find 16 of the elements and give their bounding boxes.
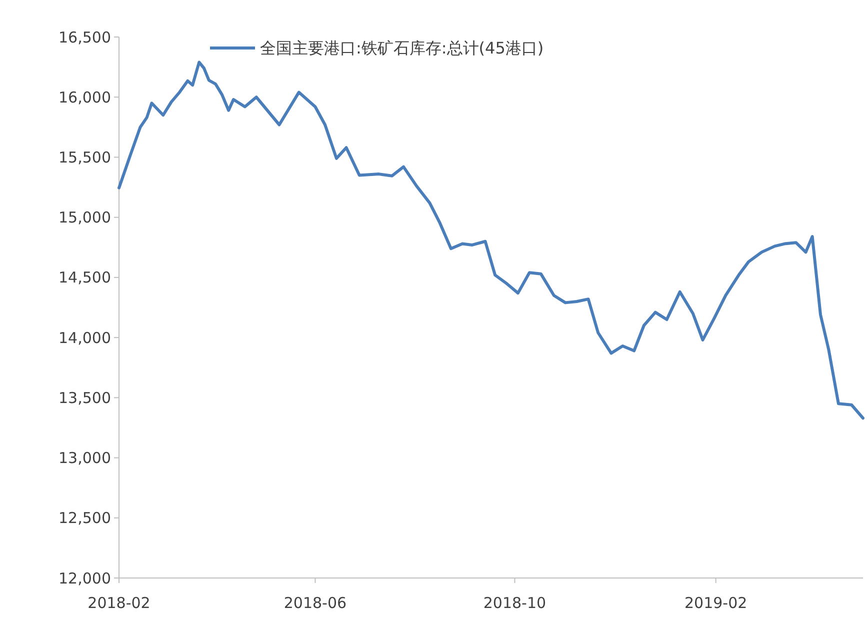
- y-tick-label: 16,000: [58, 88, 111, 106]
- y-tick-label: 12,000: [58, 569, 111, 588]
- y-tick-label: 15,000: [58, 208, 111, 227]
- y-tick-label: 16,500: [58, 28, 111, 46]
- y-tick-label: 14,000: [58, 328, 111, 347]
- y-tick-label: 13,000: [58, 449, 111, 468]
- legend-label: 全国主要港口:铁矿石库存:总计(45港口): [260, 38, 544, 58]
- y-tick-label: 15,500: [58, 148, 111, 166]
- y-tick-label: 14,500: [58, 268, 111, 287]
- x-tick-label: 2018-10: [483, 594, 546, 612]
- line-series: [118, 60, 864, 420]
- x-tick-label: 2019-02: [684, 594, 748, 612]
- x-tick-label: 2018-06: [284, 594, 347, 612]
- y-tick-label: 13,500: [58, 388, 111, 407]
- x-tick-label: 2018-02: [88, 594, 150, 612]
- y-tick-label: 12,500: [58, 509, 111, 528]
